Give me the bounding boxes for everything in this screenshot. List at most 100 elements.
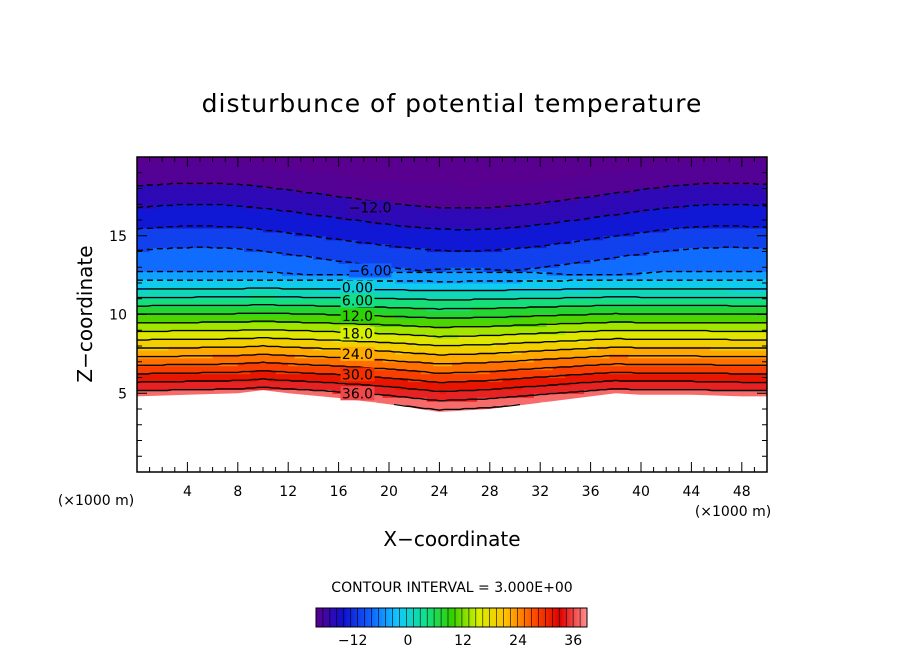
contour-cell	[332, 180, 340, 186]
contour-cell	[237, 200, 245, 205]
contour-cell	[370, 381, 377, 386]
contour-cell	[193, 176, 201, 182]
contour-cell	[281, 208, 289, 213]
contour-cell	[395, 377, 403, 383]
contour-cell	[351, 306, 359, 312]
contour-cell	[496, 322, 503, 327]
contour-cell	[414, 180, 422, 186]
contour-cell	[445, 290, 453, 296]
contour-cell	[263, 239, 270, 245]
contour-cell	[470, 322, 478, 327]
contour-cell	[376, 389, 384, 394]
contour-cell	[389, 302, 396, 308]
contour-cell	[445, 330, 453, 335]
contour-cell	[200, 334, 207, 339]
contour-cell	[281, 247, 289, 253]
contour-cell	[212, 306, 220, 312]
contour-cell	[319, 263, 327, 268]
contour-cell	[269, 283, 277, 288]
contour-cell	[250, 184, 258, 190]
contour-cell	[212, 192, 220, 197]
contour-cell	[137, 302, 144, 308]
contour-cell	[281, 353, 289, 359]
contour-cell	[162, 227, 170, 233]
contour-cell	[137, 290, 144, 296]
contour-cell	[162, 275, 170, 280]
contour-cell	[149, 220, 157, 225]
contour-cell	[407, 283, 415, 288]
contour-cell	[181, 369, 188, 375]
contour-cell	[244, 275, 251, 280]
contour-cell	[155, 235, 163, 241]
contour-cell	[439, 243, 447, 249]
contour-cell	[237, 373, 245, 379]
contour-cell	[319, 373, 327, 379]
contour-cell	[275, 346, 283, 351]
contour-cell	[433, 184, 440, 190]
contour-cell	[370, 255, 377, 260]
contour-cell	[496, 180, 503, 186]
contour-cell	[212, 172, 220, 178]
contour-cell	[300, 243, 308, 249]
contour-cell	[300, 176, 308, 182]
contour-cell	[370, 176, 377, 182]
contour-cell	[382, 247, 390, 253]
contour-cell	[200, 239, 207, 245]
contour-cell	[143, 322, 151, 327]
contour-cell	[313, 361, 321, 367]
contour-cell	[237, 389, 245, 394]
contour-cell	[351, 239, 359, 245]
contour-cell	[470, 298, 478, 304]
contour-cell	[218, 346, 226, 351]
contour-cell	[363, 259, 371, 264]
contour-cell	[452, 172, 459, 178]
contour-cell	[168, 196, 176, 201]
contour-cell	[218, 216, 226, 221]
contour-cell	[426, 192, 434, 197]
contour-cell	[433, 227, 440, 233]
contour-cell	[162, 184, 170, 190]
contour-cell	[445, 349, 453, 355]
contour-cell	[326, 168, 333, 174]
contour-cell	[452, 251, 459, 257]
contour-cell	[351, 251, 359, 257]
contour-cell	[155, 373, 163, 379]
contour-cell	[218, 235, 226, 241]
contour-cell	[521, 243, 529, 249]
contour-cell	[344, 200, 352, 205]
contour-cell	[433, 318, 440, 323]
contour-cell	[193, 188, 201, 194]
contour-cell	[275, 184, 283, 190]
contour-cell	[187, 279, 195, 284]
contour-cell	[237, 263, 245, 268]
contour-cell	[237, 192, 245, 197]
contour-cell	[200, 381, 207, 386]
contour-cell	[496, 401, 503, 406]
contour-cell	[187, 247, 195, 253]
contour-cell	[237, 235, 245, 241]
contour-cell	[363, 243, 371, 249]
contour-cell	[376, 377, 384, 383]
contour-cell	[426, 365, 434, 371]
contour-cell	[181, 247, 188, 253]
contour-cell	[464, 157, 472, 162]
contour-cell	[395, 271, 403, 276]
contour-cell	[502, 223, 510, 229]
contour-cell	[307, 306, 314, 312]
contour-cell	[338, 212, 346, 217]
contour-cell	[137, 208, 144, 213]
contour-cell	[332, 271, 340, 276]
contour-cell	[231, 216, 239, 221]
contour-cell	[244, 255, 251, 260]
contour-cell	[200, 251, 207, 257]
contour-cell	[319, 184, 327, 190]
contour-cell	[414, 220, 422, 225]
contour-cell	[181, 263, 188, 268]
contour-cell	[193, 373, 201, 379]
contour-cell	[137, 349, 144, 355]
contour-cell	[445, 176, 453, 182]
contour-cell	[376, 180, 384, 186]
contour-cell	[439, 168, 447, 174]
contour-cell	[231, 283, 239, 288]
contour-cell	[477, 286, 485, 292]
